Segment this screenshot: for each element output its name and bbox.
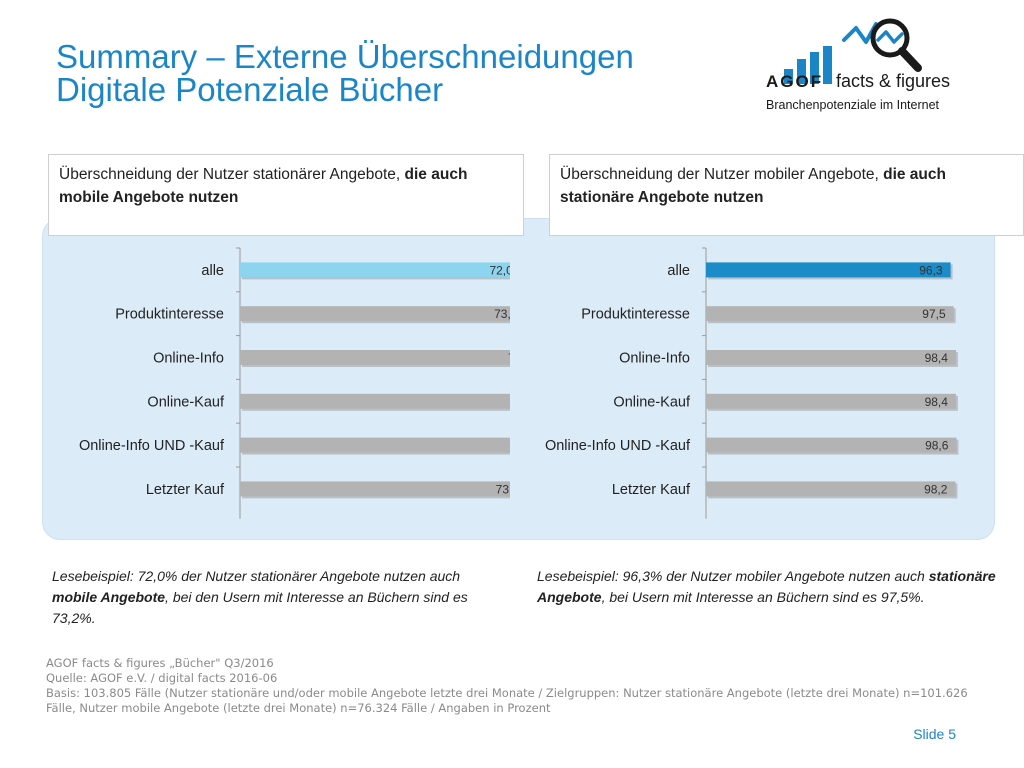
value-label: 98,6 — [925, 439, 949, 453]
value-label: 73,6 — [496, 482, 510, 496]
category-label: Online-Info — [153, 351, 224, 367]
bar — [706, 437, 957, 453]
left-reading-part1: Lesebeispiel: 72,0% der Nutzer stationär… — [52, 568, 461, 584]
value-label: 98,4 — [925, 395, 949, 409]
value-label: 76,8 — [508, 351, 510, 365]
left-header-bold: die auch mobile Angebote nutzen — [59, 166, 468, 206]
logo-bar — [810, 52, 819, 84]
source-line-2: Quelle: AGOF e.V. / digital facts 2016-0… — [46, 671, 278, 685]
right-reading-part1: Lesebeispiel: 96,3% der Nutzer mobiler A… — [537, 568, 929, 584]
left-reading-example: Lesebeispiel: 72,0% der Nutzer stationär… — [52, 566, 502, 629]
bar — [240, 350, 510, 365]
bar — [240, 481, 510, 497]
value-label: 72,0 — [489, 263, 510, 277]
title-line-2: Digitale Potenziale Bücher — [56, 71, 444, 108]
right-reading-example: Lesebeispiel: 96,3% der Nutzer mobiler A… — [537, 566, 997, 608]
source-line-1: AGOF facts & figures „Bücher" Q3/2016 — [46, 656, 274, 670]
bar — [706, 306, 954, 322]
title-line-1: Summary – Externe Überschneidungen — [56, 38, 634, 75]
logo-bar — [784, 69, 793, 84]
logo-product: facts & figures — [836, 71, 951, 91]
category-label: Online-Info UND -Kauf — [545, 438, 691, 454]
right-reading-part2: , bei Usern mit Interesse an Büchern sin… — [601, 589, 925, 605]
bar — [240, 306, 510, 322]
bar — [706, 393, 956, 409]
value-label: 96,3 — [919, 263, 943, 277]
magnifier-icon — [842, 18, 922, 72]
left-reading-bold: mobile Angebote — [52, 589, 166, 605]
value-label: 97,5 — [922, 307, 946, 321]
agof-logo: AGOF facts & figures Branchenpotenziale … — [764, 12, 964, 112]
left-reading-part2: , bei den Usern mit Interesse an Büchern… — [52, 589, 468, 626]
right-chart-header: Überschneidung der Nutzer mobiler Angebo… — [549, 154, 1024, 236]
bar — [706, 350, 956, 365]
category-label: Online-Info UND -Kauf — [79, 438, 225, 454]
bar — [240, 393, 510, 409]
value-label: 98,4 — [925, 351, 949, 365]
category-label: Produktinteresse — [115, 307, 224, 323]
value-label: 98,2 — [924, 482, 948, 496]
category-label: Online-Kauf — [613, 394, 691, 410]
category-label: alle — [201, 263, 224, 279]
right-bar-chart: alle 96,3 Produktinteresse 97,5 Online-Info 9… — [545, 247, 959, 519]
logo-subtitle: Branchenpotenziale im Internet — [766, 98, 940, 112]
category-label: Online-Info — [619, 351, 690, 367]
logo-brand: AGOF — [766, 72, 824, 91]
right-header-bold: die auch stationäre Angebote nutzen — [560, 166, 946, 206]
logo-bar — [797, 59, 806, 84]
value-label: 73,2 — [494, 307, 510, 321]
right-reading-bold: stationäre Angebote — [537, 568, 996, 605]
bar — [240, 262, 510, 278]
source-notes: AGOF facts & figures „Bücher" Q3/2016 Qu… — [46, 656, 976, 716]
category-label: Produktinteresse — [581, 307, 690, 323]
slide-number: Slide 5 — [913, 726, 956, 742]
bar — [240, 437, 510, 453]
source-line-3: Basis: 103.805 Fälle (Nutzer stationäre … — [46, 686, 968, 715]
bar — [706, 262, 951, 278]
left-bar-chart: alle 72,0 Produktinteresse 73,2 Online-Info 7… — [79, 247, 510, 519]
right-header-text: Überschneidung der Nutzer mobiler Angebo… — [560, 166, 884, 183]
bar — [706, 481, 956, 497]
category-label: Letzter Kauf — [146, 482, 225, 498]
category-label: Letzter Kauf — [612, 482, 691, 498]
bar-chart-icon — [784, 46, 836, 84]
category-label: alle — [667, 263, 690, 279]
logo-bar — [823, 46, 832, 84]
category-label: Online-Kauf — [147, 394, 225, 410]
left-header-text: Überschneidung der Nutzer stationärer An… — [59, 166, 405, 183]
page-title: Summary – Externe Überschneidungen Digit… — [56, 40, 634, 106]
left-chart-header: Überschneidung der Nutzer stationärer An… — [48, 154, 524, 236]
